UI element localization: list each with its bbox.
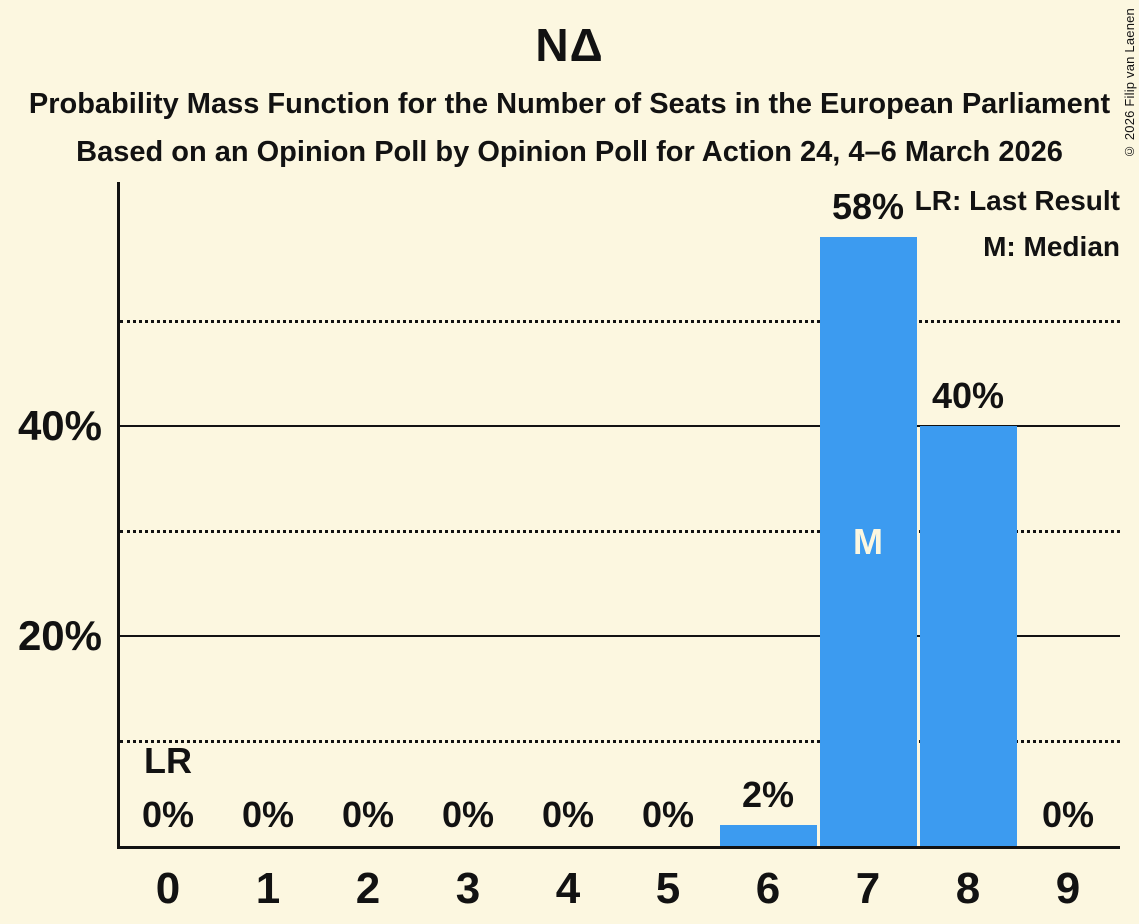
x-axis-label-seat-2: 2 (355, 864, 381, 913)
chart-subtitle-line1: Probability Mass Function for the Number… (28, 88, 1111, 120)
chart-subtitle-line2: Based on an Opinion Poll by Opinion Poll… (76, 136, 1063, 168)
legend-last-result: LR: Last Result (914, 185, 1120, 216)
x-axis-label-seat-0: 0 (155, 864, 181, 913)
bar-seat-6 (719, 825, 817, 846)
legend-median: M: Median (983, 231, 1120, 262)
bar-value-label-seat-1: 0% (241, 794, 295, 835)
bar-seat-7 (819, 237, 917, 846)
x-axis-label-seat-6: 6 (755, 864, 781, 913)
x-axis-label-seat-9: 9 (1055, 864, 1081, 913)
gridline-dotted-50pct (120, 320, 1120, 323)
bar-value-label-seat-6: 2% (741, 774, 795, 815)
y-axis-label-40%: 40% (17, 402, 102, 449)
last-result-marker: LR (144, 740, 192, 781)
bar-value-label-seat-2: 0% (341, 794, 395, 835)
x-axis-line (117, 846, 1120, 849)
x-axis-label-seat-3: 3 (455, 864, 481, 913)
y-axis-line (117, 182, 120, 849)
x-axis-label-seat-7: 7 (855, 864, 881, 913)
gridline-dotted-10pct (120, 740, 1120, 743)
chart-title: NΔ (535, 19, 604, 71)
bar-value-label-seat-9: 0% (1041, 794, 1095, 835)
bar-value-label-seat-8: 40% (931, 375, 1005, 416)
bar-seat-8 (919, 426, 1017, 846)
x-axis-label-seat-8: 8 (955, 864, 981, 913)
bar-value-label-seat-7: 58% (831, 186, 905, 227)
bar-value-label-seat-0: 0% (141, 794, 195, 835)
gridline-solid-40pct (120, 425, 1120, 427)
median-marker: M (853, 520, 883, 562)
gridline-solid-20pct (120, 635, 1120, 637)
legend: LR: Last Result M: Median (915, 178, 1120, 270)
x-axis-label-seat-5: 5 (655, 864, 681, 913)
bar-value-label-seat-4: 0% (541, 794, 595, 835)
x-axis-label-seat-1: 1 (255, 864, 281, 913)
bar-value-label-seat-5: 0% (641, 794, 695, 835)
x-axis-label-seat-4: 4 (555, 864, 581, 913)
bar-value-label-seat-3: 0% (441, 794, 495, 835)
gridline-dotted-30pct (120, 530, 1120, 533)
copyright-note: © 2026 Filip van Laenen (1122, 8, 1137, 160)
y-axis-label-20%: 20% (17, 612, 102, 659)
